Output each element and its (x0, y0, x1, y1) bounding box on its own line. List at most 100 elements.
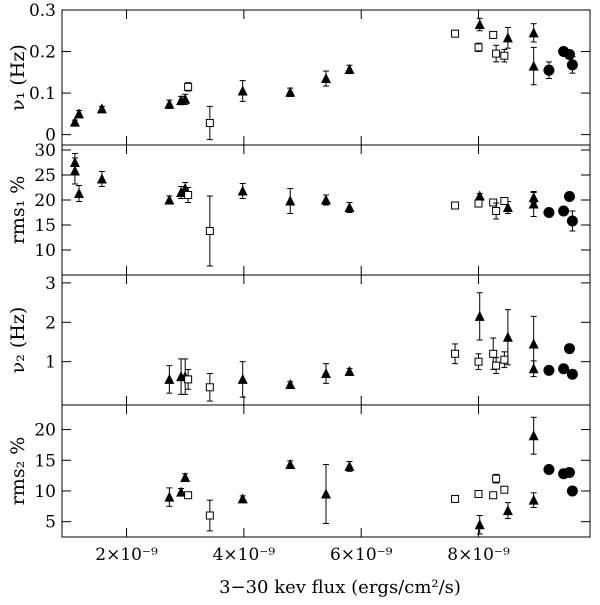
data-point-triangle (237, 80, 248, 102)
data-point-triangle (74, 108, 85, 119)
data-point-triangle (285, 86, 296, 97)
marker-square (474, 357, 483, 366)
y-tick-label: 0.2 (29, 43, 56, 63)
marker-square (500, 51, 509, 60)
data-point-square (205, 499, 214, 532)
data-point-square (474, 199, 483, 208)
data-point-circle (563, 467, 575, 479)
y-axis-label: ν₂ (Hz) (7, 307, 29, 374)
marker-triangle (502, 331, 513, 342)
marker-triangle (69, 165, 80, 176)
y-tick-label: 3 (45, 274, 56, 294)
data-point-square (492, 473, 501, 484)
data-point-square (492, 202, 501, 220)
y-tick-label: 10 (34, 482, 56, 502)
data-point-triangle (164, 365, 175, 394)
marker-square (184, 375, 193, 384)
y-tick-label: 5 (45, 513, 56, 533)
data-point-square (500, 197, 509, 205)
marker-square (492, 474, 501, 483)
marker-circle (566, 485, 578, 497)
data-point-triangle (69, 116, 80, 127)
marker-circle (558, 205, 570, 217)
data-point-square (492, 44, 501, 63)
marker-triangle (528, 363, 539, 374)
y-tick-label: 10 (34, 241, 56, 261)
data-point-square (489, 30, 498, 39)
y-axis-label: rms₁ % (7, 176, 29, 245)
marker-square (184, 82, 193, 91)
marker-square (205, 118, 214, 127)
data-point-triangle (344, 202, 355, 213)
data-point-triangle (344, 460, 355, 472)
data-point-circle (543, 463, 555, 475)
data-point-square (184, 491, 193, 500)
data-point-square (489, 491, 498, 500)
marker-triangle (74, 188, 85, 198)
marker-triangle (164, 373, 175, 384)
data-point-square (451, 343, 460, 365)
data-point-triangle (74, 185, 85, 202)
data-point-triangle (237, 183, 248, 199)
data-point-circle (558, 205, 570, 217)
data-point-square (500, 48, 509, 63)
marker-triangle (285, 86, 296, 97)
data-point-square (184, 82, 193, 92)
data-point-triangle (321, 363, 331, 384)
data-point-triangle (96, 171, 107, 187)
marker-square (492, 361, 501, 370)
marker-square (500, 485, 509, 494)
marker-triangle (180, 471, 191, 482)
marker-square (205, 383, 214, 392)
marker-circle (543, 463, 555, 475)
data-point-triangle (474, 515, 485, 535)
marker-square (184, 191, 193, 199)
marker-square (492, 207, 501, 215)
marker-triangle (69, 116, 80, 127)
data-point-square (451, 29, 460, 38)
x-tick-label: 8×10⁻⁹ (447, 545, 510, 565)
marker-triangle (180, 93, 191, 104)
marker-triangle (344, 366, 355, 377)
data-point-square (205, 372, 214, 402)
data-point-square (474, 490, 483, 499)
marker-square (474, 43, 483, 52)
data-point-triangle (474, 190, 485, 201)
marker-triangle (502, 505, 513, 516)
marker-circle (566, 368, 578, 380)
data-point-square (500, 351, 509, 369)
marker-square (451, 29, 460, 38)
marker-circle (563, 467, 575, 479)
data-point-triangle (502, 502, 513, 520)
marker-triangle (474, 310, 485, 321)
y-tick-label: 20 (34, 191, 56, 211)
data-point-triangle (96, 103, 107, 114)
y-tick-label: 15 (34, 216, 56, 236)
marker-square (451, 494, 460, 503)
panel-nu1: 0 0.1 0.2 0.3 ν₁ (Hz) (7, 1, 591, 146)
y-axis-label: rms₂ % (7, 437, 29, 506)
data-point-triangle (528, 416, 539, 455)
data-point-triangle (474, 292, 485, 341)
data-point-circle (566, 485, 578, 497)
marker-triangle (344, 460, 355, 471)
data-point-triangle (285, 459, 296, 470)
data-point-circle (543, 61, 555, 80)
y-axis-label: ν₁ (Hz) (7, 44, 29, 111)
data-point-triangle (164, 98, 175, 109)
marker-square (184, 491, 193, 500)
y-tick-label: 0.1 (29, 84, 56, 104)
data-point-circle (566, 210, 578, 232)
marker-circle (543, 207, 555, 218)
y-tick-label: 30 (34, 141, 56, 161)
marker-square (451, 349, 460, 358)
data-point-triangle (321, 464, 331, 524)
x-tick-label: 4×10⁻⁹ (213, 545, 276, 565)
marker-triangle (96, 173, 107, 184)
data-point-circle (563, 343, 575, 355)
y-tick-label: 0 (45, 126, 56, 146)
marker-triangle (321, 367, 331, 378)
data-point-triangle (180, 471, 191, 482)
